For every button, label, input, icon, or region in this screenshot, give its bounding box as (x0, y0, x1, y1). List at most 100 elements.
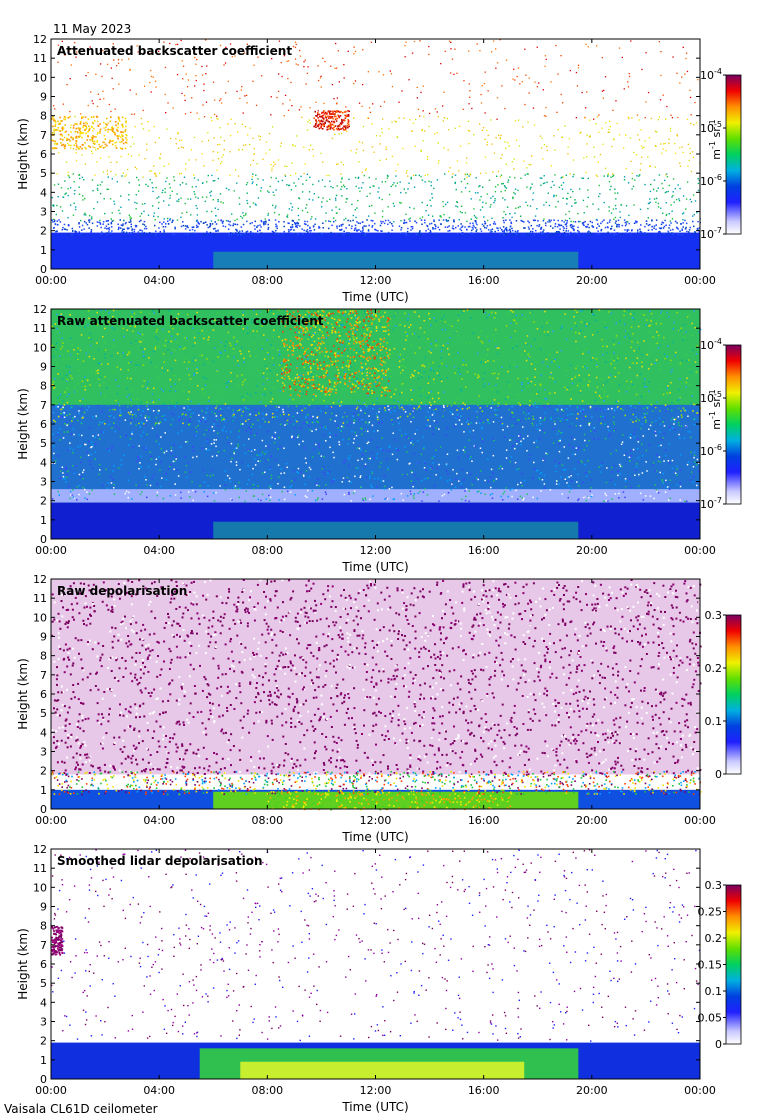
x-tick-label: 08:00 (251, 544, 283, 557)
y-tick-label: 0 (40, 263, 47, 276)
colorbar-gradient (725, 614, 742, 775)
x-tick-label: 20:00 (576, 1084, 608, 1097)
panel-title: Attenuated backscatter coefficient (57, 44, 292, 58)
y-tick-label: 4 (40, 996, 47, 1009)
y-tick-label: 10 (33, 71, 47, 84)
y-axis-label: Height (km) (16, 658, 30, 729)
x-tick-label: 04:00 (143, 274, 175, 287)
colorbar-tick-label: 10-4 (700, 67, 722, 82)
x-tick-label: 16:00 (468, 814, 500, 827)
x-tick-label: 04:00 (143, 1084, 175, 1097)
y-tick-label: 9 (40, 91, 47, 104)
y-tick-label: 10 (33, 341, 47, 354)
x-tick-label: 08:00 (251, 814, 283, 827)
x-tick-label: 00:00 (684, 814, 716, 827)
x-tick-label: 00:00 (35, 1084, 67, 1097)
y-tick-label: 5 (40, 437, 47, 450)
y-tick-label: 1 (40, 784, 47, 797)
x-tick-label: 00:00 (684, 274, 716, 287)
x-tick-label: 00:00 (35, 814, 67, 827)
colorbar-tick-label: 10-5 (700, 390, 722, 405)
x-tick-label: 20:00 (576, 274, 608, 287)
y-tick-label: 6 (40, 958, 47, 971)
colorbar: 10-7 10-6 10-5 10-4 m-1 sr-1 (700, 337, 742, 511)
y-tick-label: 11 (33, 322, 47, 335)
x-axis-label: Time (UTC) (341, 1100, 408, 1114)
y-tick-label: 3 (40, 206, 47, 219)
y-tick-label: 0 (40, 803, 47, 816)
y-tick-label: 9 (40, 361, 47, 374)
colorbar-tick-label: 10-4 (700, 337, 722, 352)
y-tick-label: 8 (40, 920, 47, 933)
y-tick-label: 12 (33, 303, 47, 316)
panel-2: Raw attenuated backscatter coefficient 0 1… (16, 303, 742, 574)
x-tick-label: 00:00 (684, 544, 716, 557)
y-tick-label: 8 (40, 650, 47, 663)
y-tick-label: 11 (33, 592, 47, 605)
x-tick-label: 12:00 (360, 814, 392, 827)
plot-area (51, 849, 700, 1079)
x-tick-label: 12:00 (360, 544, 392, 557)
y-tick-label: 3 (40, 476, 47, 489)
heatmap-field (51, 39, 701, 269)
x-tick-label: 12:00 (360, 274, 392, 287)
y-tick-label: 2 (40, 495, 47, 508)
colorbar: 0 0.1 0.2 0.3 (705, 609, 742, 781)
y-tick-label: 1 (40, 514, 47, 527)
x-axis-label: Time (UTC) (341, 560, 408, 574)
colorbar-tick-label: 10-7 (700, 226, 722, 241)
colorbar-tick-label: 0.3 (705, 609, 723, 622)
y-tick-label: 2 (40, 225, 47, 238)
y-tick-label: 9 (40, 631, 47, 644)
colorbar-tick-label: 0.1 (705, 985, 723, 998)
y-tick-label: 11 (33, 862, 47, 875)
colorbar-tick-label: 10-6 (700, 443, 722, 458)
y-tick-label: 5 (40, 167, 47, 180)
panel-4: Smoothed lidar depolarisation01234567891… (16, 843, 742, 1114)
heatmap-field (51, 849, 701, 1079)
y-tick-label: 3 (40, 746, 47, 759)
x-tick-label: 16:00 (468, 274, 500, 287)
colorbar-gradient (725, 884, 742, 1045)
y-tick-label: 11 (33, 52, 47, 65)
x-tick-label: 12:00 (360, 1084, 392, 1097)
colorbar-tick-label: 0.05 (698, 1012, 723, 1025)
panel-1: Attenuated backscatter coefficient012345… (16, 33, 742, 304)
colorbar-tick-label: 0.2 (705, 662, 723, 675)
y-tick-label: 7 (40, 129, 47, 142)
x-tick-label: 16:00 (468, 544, 500, 557)
x-tick-label: 00:00 (35, 274, 67, 287)
y-tick-label: 4 (40, 726, 47, 739)
y-tick-label: 5 (40, 977, 47, 990)
y-tick-label: 8 (40, 110, 47, 123)
heatmap-field (51, 309, 702, 539)
y-tick-label: 9 (40, 901, 47, 914)
y-tick-label: 2 (40, 765, 47, 778)
panel-title: Raw depolarisation (57, 584, 187, 598)
y-tick-label: 5 (40, 707, 47, 720)
x-tick-label: 20:00 (576, 544, 608, 557)
y-tick-label: 6 (40, 418, 47, 431)
x-tick-label: 04:00 (143, 544, 175, 557)
colorbar: 10-7 10-6 10-5 10-4 m-1 sr-1 (700, 67, 742, 241)
y-tick-label: 10 (33, 881, 47, 894)
heatmap-field (51, 579, 702, 811)
y-tick-label: 7 (40, 669, 47, 682)
colorbar-gradient (725, 344, 742, 505)
x-axis-label: Time (UTC) (341, 290, 408, 304)
y-tick-label: 4 (40, 456, 47, 469)
x-tick-label: 00:00 (35, 544, 67, 557)
colorbar-tick-label: 0.25 (698, 906, 723, 919)
x-tick-label: 08:00 (251, 274, 283, 287)
y-tick-label: 12 (33, 33, 47, 46)
y-tick-label: 7 (40, 939, 47, 952)
x-tick-label: 04:00 (143, 814, 175, 827)
y-tick-label: 6 (40, 148, 47, 161)
y-tick-label: 8 (40, 380, 47, 393)
colorbar-tick-label: 10-7 (700, 496, 722, 511)
colorbar-unit: m-1 sr-1 (708, 119, 728, 159)
x-tick-label: 16:00 (468, 1084, 500, 1097)
x-axis-label: Time (UTC) (341, 830, 408, 844)
